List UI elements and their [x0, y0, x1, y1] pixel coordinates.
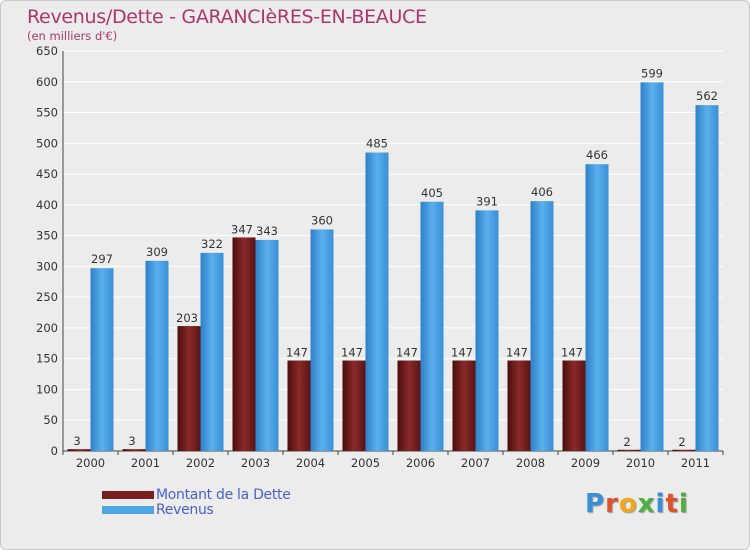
data-label-debt-2000: 3 — [73, 434, 80, 448]
bar-revenue-2008 — [530, 201, 554, 451]
data-label-debt-2002: 203 — [176, 311, 198, 325]
data-label-revenue-2001: 309 — [146, 245, 168, 259]
data-label-revenue-2008: 406 — [531, 185, 553, 199]
data-label-debt-2005: 147 — [341, 346, 363, 360]
bar-debt-2011 — [672, 449, 696, 451]
bar-debt-2005 — [342, 360, 366, 451]
bar-revenue-2006 — [420, 201, 444, 451]
data-label-revenue-2002: 322 — [201, 237, 223, 251]
data-label-debt-2001: 3 — [128, 434, 135, 448]
data-label-revenue-2005: 485 — [366, 137, 388, 151]
y-tick-label: 400 — [36, 198, 58, 212]
y-tick-label: 250 — [36, 290, 58, 304]
x-tick-label-2006: 2006 — [406, 456, 435, 470]
data-label-debt-2011: 2 — [678, 435, 685, 449]
legend-item-revenue: Revenus — [102, 502, 214, 518]
data-label-debt-2006: 147 — [396, 346, 418, 360]
y-tick-label: 200 — [36, 321, 58, 335]
legend-item-debt: Montant de la Dette — [102, 487, 291, 503]
x-tick-label-2009: 2009 — [571, 456, 600, 470]
data-label-debt-2004: 147 — [286, 346, 308, 360]
bar-debt-2010 — [617, 449, 641, 451]
bar-revenue-2003 — [255, 239, 279, 451]
y-tick-label: 500 — [36, 136, 58, 150]
y-tick-label: 100 — [36, 382, 58, 396]
bar-debt-2004 — [287, 360, 311, 451]
bar-revenue-2000 — [90, 268, 114, 451]
bar-revenue-2007 — [475, 210, 499, 451]
x-tick-label-2001: 2001 — [131, 456, 160, 470]
bar-debt-2000 — [67, 449, 91, 451]
y-tick-label: 300 — [36, 259, 58, 273]
data-label-revenue-2011: 562 — [696, 89, 718, 103]
x-tick-label-2002: 2002 — [186, 456, 215, 470]
data-label-debt-2008: 147 — [506, 346, 528, 360]
bar-revenue-2005 — [365, 152, 389, 452]
x-tick-label-2011: 2011 — [681, 456, 710, 470]
legend-swatch-debt — [102, 491, 154, 499]
bar-debt-2008 — [507, 360, 531, 451]
bar-debt-2003 — [232, 237, 256, 451]
x-tick-label-2000: 2000 — [76, 456, 105, 470]
y-tick-label: 50 — [43, 413, 58, 427]
bar-revenue-2009 — [585, 164, 609, 451]
chart-title: Revenus/Dette - GARANCIèRES-EN-BEAUCE — [27, 6, 427, 28]
proxiti-logo: Proxiti — [585, 489, 689, 519]
data-label-debt-2009: 147 — [561, 346, 583, 360]
data-label-revenue-2006: 405 — [421, 186, 443, 200]
x-tick-label-2004: 2004 — [296, 456, 325, 470]
bar-revenue-2002 — [200, 252, 224, 451]
data-label-revenue-2009: 466 — [586, 148, 608, 162]
chart-subtitle: (en milliers d'€) — [27, 29, 118, 43]
bar-revenue-2001 — [145, 260, 169, 451]
data-label-revenue-2010: 599 — [641, 66, 663, 80]
y-tick-label: 150 — [36, 352, 58, 366]
y-tick-label: 650 — [36, 44, 58, 58]
bar-debt-2007 — [452, 360, 476, 451]
bar-debt-2002 — [177, 326, 201, 451]
x-tick-label-2005: 2005 — [351, 456, 380, 470]
data-label-revenue-2007: 391 — [476, 194, 498, 208]
legend-swatch-revenue — [102, 506, 154, 514]
data-label-revenue-2000: 297 — [91, 252, 113, 266]
data-label-debt-2007: 147 — [451, 346, 473, 360]
y-tick-label: 0 — [51, 444, 58, 458]
y-tick-label: 350 — [36, 229, 58, 243]
bar-revenue-2011 — [695, 105, 719, 452]
data-label-revenue-2004: 360 — [311, 213, 333, 227]
bar-revenue-2004 — [310, 229, 334, 451]
bar-debt-2009 — [562, 360, 586, 451]
data-label-revenue-2003: 343 — [256, 224, 278, 238]
bar-revenue-2010 — [640, 82, 664, 451]
y-tick-label: 550 — [36, 106, 58, 120]
bar-debt-2001 — [122, 449, 146, 451]
bar-debt-2006 — [397, 360, 421, 451]
x-tick-label-2008: 2008 — [516, 456, 545, 470]
y-tick-label: 450 — [36, 167, 58, 181]
data-label-debt-2003: 347 — [231, 222, 253, 236]
x-tick-label-2007: 2007 — [461, 456, 490, 470]
y-tick-label: 600 — [36, 75, 58, 89]
legend-label-debt: Montant de la Dette — [156, 487, 291, 503]
data-label-debt-2010: 2 — [623, 435, 630, 449]
x-tick-label-2003: 2003 — [241, 456, 270, 470]
legend-label-revenue: Revenus — [156, 502, 214, 518]
x-tick-label-2010: 2010 — [626, 456, 655, 470]
